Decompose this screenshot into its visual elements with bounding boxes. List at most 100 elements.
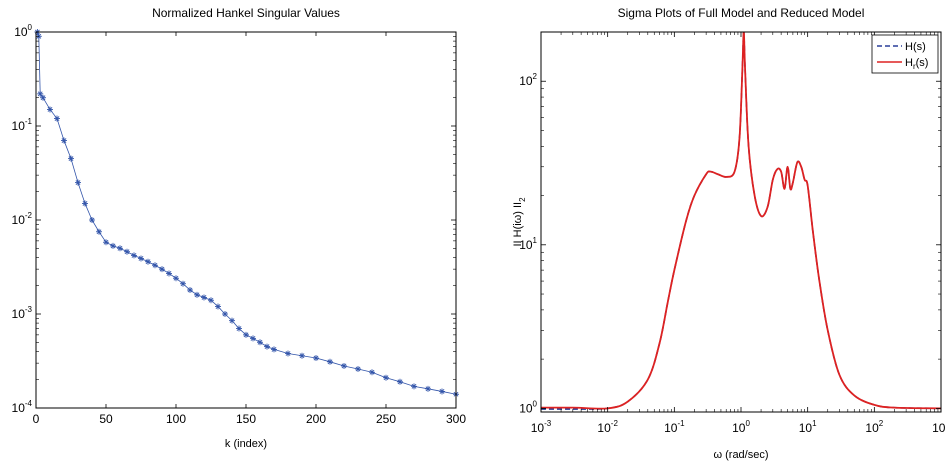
right-x-tick-label: 103 <box>932 419 945 435</box>
left-data-point <box>82 200 88 207</box>
left-data-point <box>96 228 102 235</box>
right-y-tick-label: 102 <box>519 72 537 88</box>
left-y-tick-label-base: 10 <box>14 25 28 39</box>
left-x-tick-label: 100 <box>166 412 186 426</box>
left-data-point <box>37 90 44 97</box>
left-data-point <box>117 245 123 252</box>
right-x-tick-label-base: 10 <box>799 421 813 435</box>
right-x-tick-label-exponent: 2 <box>879 419 884 428</box>
left-y-tick-label-exponent: -2 <box>25 211 33 220</box>
left-chart-title: Normalized Hankel Singular Values <box>152 6 340 20</box>
left-data-point <box>131 252 137 259</box>
right-series-line-hr <box>541 32 941 410</box>
left-data-point <box>40 94 46 101</box>
right-x-tick-label-base: 10 <box>597 421 611 435</box>
left-y-tick-label: 10-4 <box>12 399 33 415</box>
left-data-point <box>89 217 95 223</box>
left-data-point <box>222 311 228 317</box>
right-x-tick-label: 10-1 <box>664 419 685 435</box>
right-y-tick-label-exponent: 2 <box>533 72 538 81</box>
left-data-point <box>236 325 242 332</box>
left-y-tick-label-exponent: -4 <box>25 399 33 408</box>
left-chart: Normalized Hankel Singular Values 0 50 100… <box>12 6 467 450</box>
left-data-point <box>397 378 403 385</box>
right-y-tick-label-base: 10 <box>519 74 533 88</box>
left-data-point <box>159 266 165 273</box>
left-data-point <box>313 355 319 362</box>
left-data-point <box>138 255 144 262</box>
legend-label-h: H(s) <box>905 41 926 53</box>
left-y-tick-label-base: 10 <box>12 307 26 321</box>
right-y-tick-label-base: 10 <box>519 238 533 252</box>
left-data-point <box>124 248 130 255</box>
right-x-tick-label-exponent: -1 <box>677 419 685 428</box>
left-data-point <box>369 369 375 376</box>
left-x-tick-label: 0 <box>33 412 40 426</box>
left-data-point <box>187 287 193 294</box>
left-data-point <box>271 346 277 353</box>
right-series <box>541 32 941 410</box>
left-data-point <box>201 294 207 301</box>
right-y-axis-label: II H(iω) II2 <box>512 197 527 247</box>
right-x-tick-label-base: 10 <box>932 421 945 435</box>
legend-box <box>871 34 939 74</box>
left-y-tick-label-exponent: 0 <box>28 23 33 32</box>
right-chart-title: Sigma Plots of Full Model and Reduced Mo… <box>618 6 865 20</box>
left-y-tick-label-exponent: -1 <box>25 117 33 126</box>
left-y-tick-label: 100 <box>14 23 32 39</box>
legend-label-hr-suffix: (s) <box>916 57 929 69</box>
left-data-point <box>68 155 74 162</box>
left-data-point <box>439 388 445 395</box>
left-series <box>34 29 459 398</box>
right-x-axis-label: ω (rad/sec) <box>713 449 768 461</box>
left-y-tick-label: 10-3 <box>12 305 33 321</box>
left-data-point <box>215 303 221 310</box>
left-data-point <box>285 350 291 357</box>
left-x-tick-label: 150 <box>236 412 256 426</box>
left-x-tick-label: 50 <box>99 412 113 426</box>
left-data-point <box>425 385 431 392</box>
left-x-axis-label: k (index) <box>225 438 267 450</box>
right-ticks: 10-310-210-1100101102103100101102 <box>519 31 945 435</box>
legend-label-hr: Hr(s) <box>905 57 928 71</box>
left-data-point <box>411 383 417 390</box>
left-data-point <box>194 291 200 298</box>
left-data-point <box>229 317 235 324</box>
right-y-tick-label: 100 <box>519 399 537 415</box>
left-plot-frame <box>35 31 457 409</box>
left-data-point <box>383 374 389 381</box>
left-x-tick-label: 250 <box>376 412 396 426</box>
left-data-point <box>166 270 172 277</box>
left-data-point <box>355 365 361 372</box>
right-y-tick-label-exponent: 0 <box>533 399 538 408</box>
left-x-tick-label: 200 <box>306 412 326 426</box>
left-y-tick-label-base: 10 <box>12 119 26 133</box>
right-x-tick-label: 101 <box>799 419 817 435</box>
left-data-point <box>299 352 305 359</box>
right-x-tick-label: 102 <box>865 419 883 435</box>
left-data-point <box>341 362 347 369</box>
right-chart: Sigma Plots of Full Model and Reduced Mo… <box>512 6 945 461</box>
left-y-tick-label-exponent: -3 <box>25 305 33 314</box>
left-data-point <box>327 358 333 365</box>
left-data-point <box>257 339 263 346</box>
left-data-point <box>264 343 270 350</box>
left-x-tick-label: 300 <box>446 412 466 426</box>
legend: H(s) Hr(s) <box>871 34 939 74</box>
left-y-tick-label-base: 10 <box>12 213 26 227</box>
left-data-point <box>173 275 179 282</box>
left-data-point <box>243 331 249 338</box>
right-x-tick-label-exponent: 0 <box>745 419 750 428</box>
right-y-axis-label-sub: 2 <box>518 197 527 202</box>
right-y-tick-label: 101 <box>519 236 537 252</box>
left-data-point <box>145 258 151 265</box>
left-data-point <box>47 106 53 113</box>
left-data-point <box>103 239 109 246</box>
right-y-tick-label-exponent: 1 <box>533 236 538 245</box>
right-x-tick-label: 100 <box>732 419 750 435</box>
right-x-tick-label-exponent: -2 <box>611 419 619 428</box>
left-y-tick-label: 10-1 <box>12 117 33 133</box>
right-y-tick-label-base: 10 <box>519 401 533 415</box>
